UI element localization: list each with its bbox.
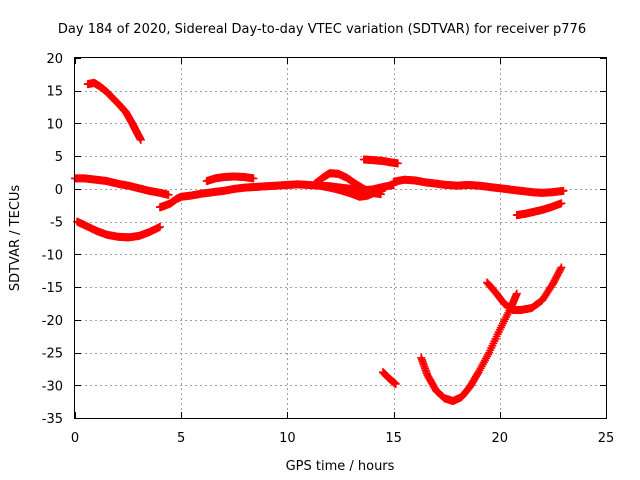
- data-point: [164, 190, 173, 199]
- x-tick-label: 0: [71, 431, 79, 446]
- series-arc-12: [417, 289, 521, 405]
- data-point: [556, 265, 565, 274]
- series-arc-2: [71, 174, 173, 199]
- series-arc-10: [512, 199, 566, 220]
- series-arc-8: [359, 155, 402, 168]
- data-point: [391, 379, 400, 388]
- data-point: [559, 186, 568, 195]
- data-points: [71, 78, 568, 405]
- y-tick-label: -5: [50, 216, 63, 231]
- y-tick-label: 0: [55, 183, 63, 198]
- x-axis-label: GPS time / hours: [286, 459, 395, 474]
- grid: [75, 58, 607, 419]
- x-tick-label: 5: [177, 431, 185, 446]
- data-point: [557, 199, 566, 208]
- y-tick-label: 5: [55, 150, 63, 165]
- y-tick-label: 15: [46, 85, 63, 100]
- y-tick-label: 10: [46, 117, 63, 132]
- series-arc-13: [483, 263, 566, 314]
- y-tick-label: -35: [42, 412, 63, 427]
- plot-frame: [74, 57, 607, 419]
- x-tick-label: 25: [598, 431, 615, 446]
- series-arc-6: [311, 169, 385, 199]
- series-arc-5: [202, 172, 258, 186]
- data-point: [381, 183, 390, 192]
- data-point: [557, 263, 566, 272]
- x-tick-label: 20: [492, 431, 509, 446]
- y-tick-label: -30: [42, 379, 63, 394]
- x-tick-label: 15: [385, 431, 402, 446]
- series-arc-3: [73, 217, 164, 242]
- y-axis-label: SDTVAR / TECUs: [8, 185, 23, 292]
- chart-title: Day 184 of 2020, Sidereal Day-to-day VTE…: [58, 22, 586, 37]
- y-tick-label: -10: [42, 248, 63, 263]
- series-arc-1: [83, 78, 145, 144]
- series-arc-9: [389, 175, 568, 197]
- y-tick-label: 20: [46, 52, 63, 67]
- tick-labels: 20 15 10 5 0 -5 -10 -15 -20 -25 -30 -35 0 5 10 15 20 25: [42, 52, 615, 446]
- series-arc-11: [378, 368, 400, 388]
- data-point: [393, 159, 402, 168]
- series-arc-7: [315, 181, 390, 201]
- x-tick-label: 10: [279, 431, 296, 446]
- data-point: [512, 289, 521, 298]
- data-point: [136, 135, 145, 144]
- y-tick-label: -25: [42, 347, 63, 362]
- data-point: [155, 222, 164, 231]
- y-tick-label: -15: [42, 281, 63, 296]
- y-tick-label: -20: [42, 314, 63, 329]
- data-point: [249, 174, 258, 183]
